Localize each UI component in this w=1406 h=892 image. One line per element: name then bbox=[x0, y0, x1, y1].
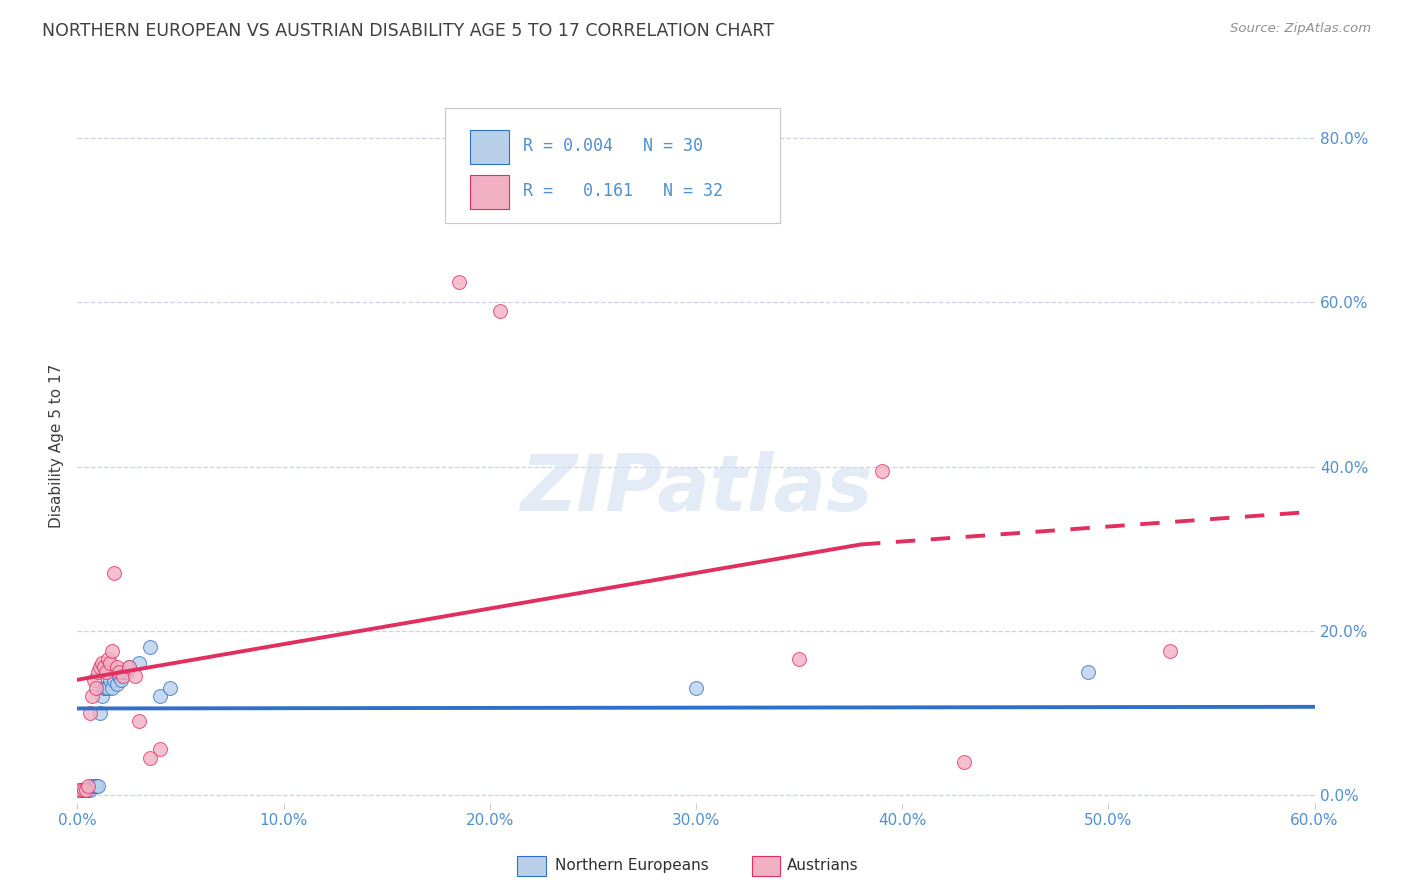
Point bbox=[111, 665, 134, 679]
Text: NORTHERN EUROPEAN VS AUSTRIAN DISABILITY AGE 5 TO 17 CORRELATION CHART: NORTHERN EUROPEAN VS AUSTRIAN DISABILITY… bbox=[42, 22, 775, 40]
Point bbox=[118, 660, 141, 674]
Point bbox=[1159, 644, 1181, 658]
Point bbox=[87, 665, 110, 679]
Text: Source: ZipAtlas.com: Source: ZipAtlas.com bbox=[1230, 22, 1371, 36]
Bar bbox=[470, 130, 509, 164]
Point bbox=[787, 652, 810, 666]
Point bbox=[80, 780, 103, 794]
Text: R =   0.161   N = 32: R = 0.161 N = 32 bbox=[523, 182, 723, 200]
Point bbox=[98, 673, 121, 687]
Point bbox=[107, 665, 129, 679]
Point bbox=[76, 780, 98, 794]
Point bbox=[84, 681, 107, 695]
Point bbox=[70, 783, 93, 797]
Text: Austrians: Austrians bbox=[787, 858, 859, 872]
Point bbox=[83, 780, 105, 794]
Point bbox=[97, 652, 120, 666]
Point bbox=[953, 755, 976, 769]
Point bbox=[89, 706, 111, 720]
Text: ZIPatlas: ZIPatlas bbox=[520, 450, 872, 527]
Point bbox=[103, 673, 125, 687]
Point bbox=[159, 681, 181, 695]
Point bbox=[79, 706, 101, 720]
Point bbox=[149, 742, 172, 756]
Point bbox=[138, 750, 160, 764]
Point bbox=[97, 681, 120, 695]
Point bbox=[79, 783, 101, 797]
Point bbox=[118, 660, 141, 674]
Point bbox=[87, 780, 110, 794]
Point bbox=[91, 689, 114, 703]
Point bbox=[98, 657, 121, 671]
Point bbox=[75, 783, 97, 797]
Point bbox=[447, 275, 470, 289]
Point bbox=[107, 668, 129, 682]
Y-axis label: Disability Age 5 to 17: Disability Age 5 to 17 bbox=[49, 364, 65, 528]
Point bbox=[105, 677, 128, 691]
Point bbox=[149, 689, 172, 703]
Point bbox=[96, 665, 118, 679]
Text: Northern Europeans: Northern Europeans bbox=[555, 858, 709, 872]
Point bbox=[138, 640, 160, 654]
Point bbox=[111, 668, 134, 682]
Text: R = 0.004   N = 30: R = 0.004 N = 30 bbox=[523, 137, 703, 155]
Point bbox=[75, 783, 97, 797]
Point bbox=[84, 780, 107, 794]
Point bbox=[72, 783, 94, 797]
Point bbox=[124, 668, 146, 682]
Point bbox=[76, 783, 98, 797]
Point bbox=[101, 644, 124, 658]
Point bbox=[96, 681, 118, 695]
Point bbox=[91, 657, 114, 671]
Point bbox=[128, 714, 150, 728]
Point bbox=[489, 303, 512, 318]
Bar bbox=[470, 175, 509, 209]
Point bbox=[67, 783, 90, 797]
Point bbox=[103, 566, 125, 581]
Point bbox=[115, 665, 138, 679]
Point bbox=[83, 673, 105, 687]
Point bbox=[72, 783, 94, 797]
Point bbox=[89, 660, 111, 674]
Point bbox=[128, 657, 150, 671]
Point bbox=[101, 681, 124, 695]
FancyBboxPatch shape bbox=[444, 109, 780, 223]
Point bbox=[70, 783, 93, 797]
Point bbox=[685, 681, 707, 695]
Point bbox=[93, 681, 115, 695]
Point bbox=[105, 660, 128, 674]
Point bbox=[870, 464, 893, 478]
Point bbox=[80, 689, 103, 703]
Point bbox=[1077, 665, 1099, 679]
Point bbox=[114, 665, 136, 679]
Point bbox=[93, 660, 115, 674]
Point bbox=[110, 673, 132, 687]
